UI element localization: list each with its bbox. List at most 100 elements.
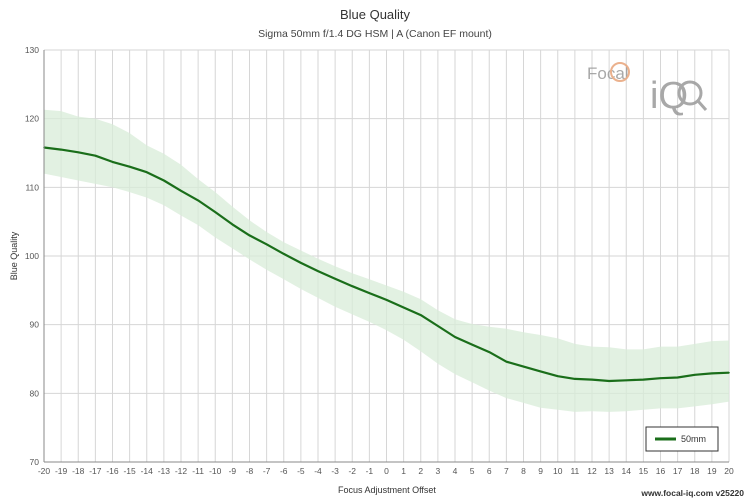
x-tick-label: -3 [331,466,339,476]
y-tick-label: 90 [30,320,40,330]
x-tick-label: 14 [622,466,632,476]
data-point [488,351,491,353]
data-point [419,314,422,316]
data-point [402,306,405,309]
x-tick-label: -6 [280,466,288,476]
data-point [180,189,182,192]
data-point [265,243,268,246]
x-tick-label: 2 [418,466,423,476]
x-tick-label: 7 [504,466,509,476]
x-tick-label: -1 [366,466,374,476]
data-point [94,154,97,157]
data-point [608,380,610,382]
x-tick-label: -13 [158,466,171,476]
x-tick-label: 0 [384,466,389,476]
data-point [659,377,662,380]
x-tick-label: 18 [690,466,700,476]
data-point [77,151,80,154]
data-point [145,171,148,174]
data-point [282,253,285,255]
y-tick-label: 100 [25,251,39,261]
x-tick-label: 10 [553,466,563,476]
data-point [505,360,508,363]
data-point [693,373,696,376]
data-point [197,199,199,202]
tick-labels: -20 -19 -18 -17 -16 -15 -14 -13 -12 -11 -10 -9 -8 -7-… [25,45,734,476]
x-tick-label: 9 [538,466,543,476]
logo-text-iq: iQ [650,75,688,117]
data-point [385,299,388,301]
x-tick-label: 5 [470,466,475,476]
data-point [522,365,525,368]
y-tick-label: 130 [25,45,39,55]
logo-text-focal: Focal [587,64,629,83]
x-tick-label: -19 [55,466,68,476]
x-tick-label: -11 [192,466,204,476]
chart-title: Blue Quality [339,7,411,22]
axes [43,50,729,463]
x-axis-title: Focus Adjustment Offset [338,485,436,495]
logo-magnifier-icon [677,80,703,106]
x-tick-label: -10 [209,466,222,476]
confidence-band-layer [44,109,729,412]
x-tick-label: -12 [175,466,188,476]
data-point [128,165,131,168]
x-tick-label: -16 [106,466,119,476]
data-point [163,179,165,182]
y-axis-title: Blue Quality [9,231,19,280]
x-tick-label: -15 [123,466,136,476]
data-point [574,378,576,380]
x-tick-label: -9 [229,466,237,476]
data-point [334,277,336,280]
data-point [591,378,593,381]
data-point [642,378,645,381]
data-point [214,211,217,213]
x-tick-label: -18 [72,466,85,476]
x-tick-label: -2 [348,466,356,476]
data-point [351,285,354,288]
logo-ring-icon [610,62,630,82]
data-point [231,223,234,226]
x-tick-label: 20 [724,466,734,476]
chart-subtitle: Sigma 50mm f/1.4 DG HSM | A (Canon EF mo… [258,28,492,40]
data-point [111,161,114,163]
x-tick-label: -4 [314,466,322,476]
x-tick-label: 6 [487,466,492,476]
x-tick-label: 11 [570,466,579,476]
x-tick-label: -17 [89,466,102,476]
x-tick-label: 4 [453,466,458,476]
logo-magnifier-handle [696,100,708,111]
x-tick-label: 17 [673,466,683,476]
series-line-layer [43,146,730,383]
data-point [368,292,371,294]
x-tick-label: 15 [639,466,649,476]
data-point [248,234,251,237]
focal-iq-logo: Focal iQ [587,62,708,117]
data-point [728,371,730,374]
data-point [300,262,302,264]
data-point [454,336,456,338]
y-tick-label: 80 [30,388,40,398]
x-tick-label: -20 [38,466,51,476]
data-point [317,270,319,272]
data-point [711,372,713,375]
x-tick-label: 3 [436,466,441,476]
legend-label-50mm: 50mm [681,434,706,444]
x-tick-label: -7 [263,466,271,476]
confidence-band-50mm [44,109,729,412]
x-tick-label: 16 [656,466,666,476]
data-point [539,370,542,373]
data-point [471,343,473,346]
y-tick-label: 110 [25,182,39,192]
x-tick-label: -8 [246,466,254,476]
data-point [556,375,559,377]
data-point [60,148,62,151]
legend: 50mm [645,426,719,452]
x-tick-label: 19 [707,466,717,476]
y-tick-label: 120 [25,114,39,124]
x-tick-label: 1 [401,466,406,476]
x-tick-label: 12 [587,466,597,476]
x-tick-label: 13 [604,466,614,476]
x-tick-label: -14 [141,466,154,476]
